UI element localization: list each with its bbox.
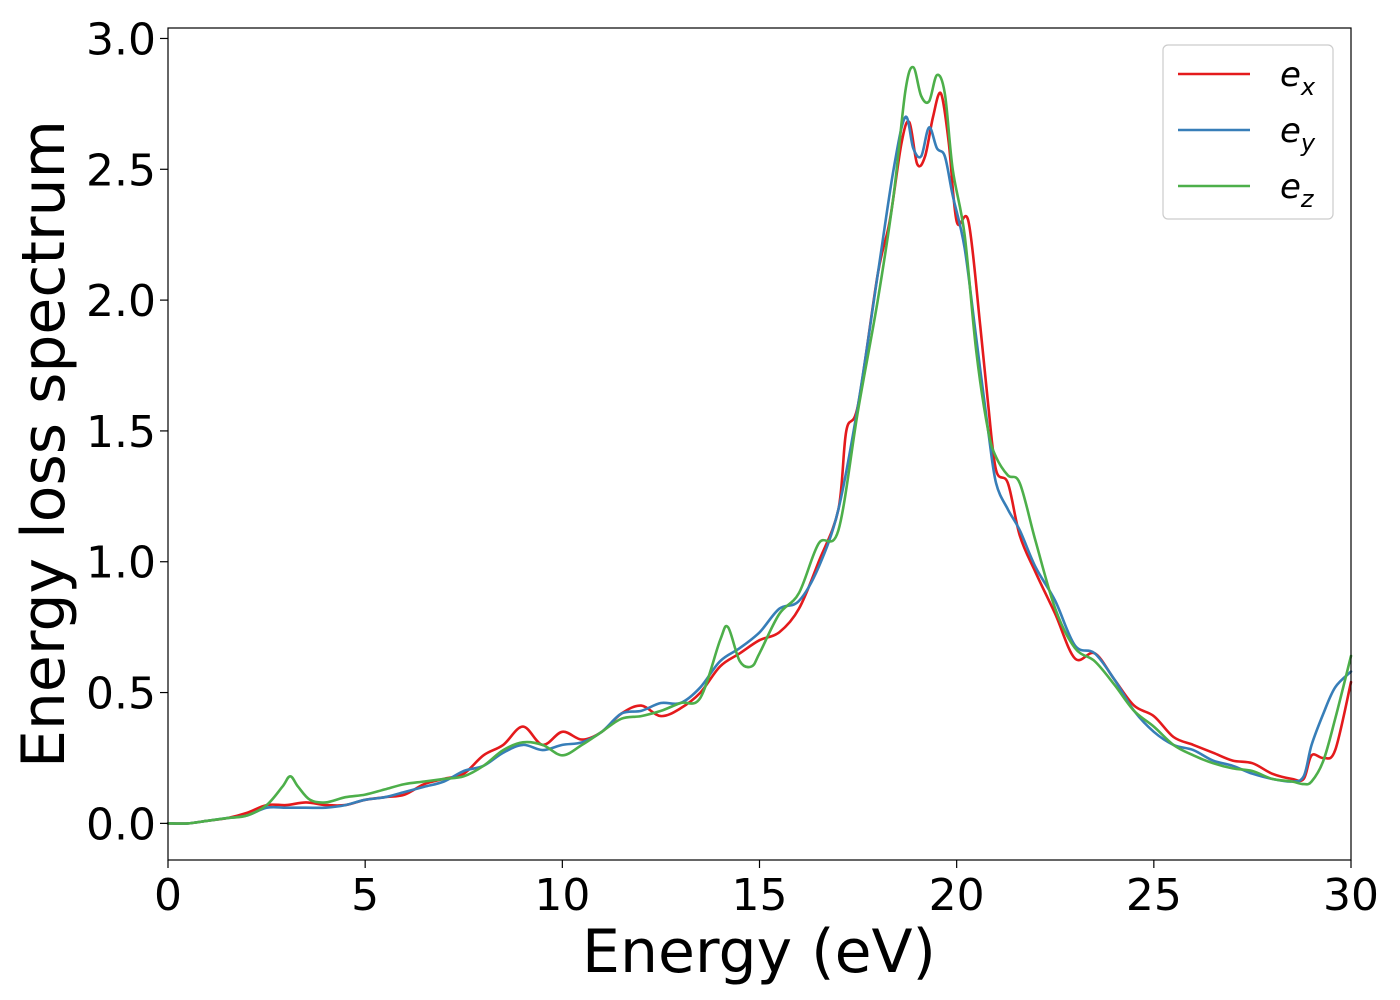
x-tick-label: 25 — [1126, 870, 1182, 921]
x-tick-label: 15 — [732, 870, 788, 921]
x-tick-label: 5 — [351, 870, 379, 921]
x-tick-label: 10 — [534, 870, 590, 921]
x-tick-label: 20 — [929, 870, 985, 921]
x-axis: 0 5 10 15 20 25 30 — [154, 860, 1379, 921]
y-tick-label: 2.0 — [86, 276, 156, 327]
legend-label-x: ex — [1280, 55, 1316, 101]
y-tick-label: 0.0 — [86, 799, 156, 850]
series-layer — [166, 65, 1353, 825]
y-axis-title: Energy loss spectrum — [9, 120, 79, 768]
y-tick-label: 3.0 — [86, 14, 156, 65]
y-tick-label: 0.5 — [86, 669, 156, 720]
y-tick-label: 1.5 — [86, 407, 156, 458]
x-tick-label: 30 — [1323, 870, 1379, 921]
series-line-z — [166, 65, 1353, 825]
legend: ex ey ez — [1162, 44, 1334, 220]
x-axis-title: Energy (eV) — [582, 917, 936, 987]
x-tick-label: 0 — [154, 870, 182, 921]
legend-label-z: ez — [1280, 167, 1315, 213]
y-tick-label: 2.5 — [86, 145, 156, 196]
series-line-y — [166, 115, 1353, 825]
y-tick-label: 1.0 — [86, 538, 156, 589]
y-axis: 0.0 0.5 1.0 1.5 2.0 2.5 3.0 — [86, 14, 168, 850]
legend-frame — [1162, 44, 1334, 220]
legend-label-y: ey — [1280, 111, 1316, 157]
